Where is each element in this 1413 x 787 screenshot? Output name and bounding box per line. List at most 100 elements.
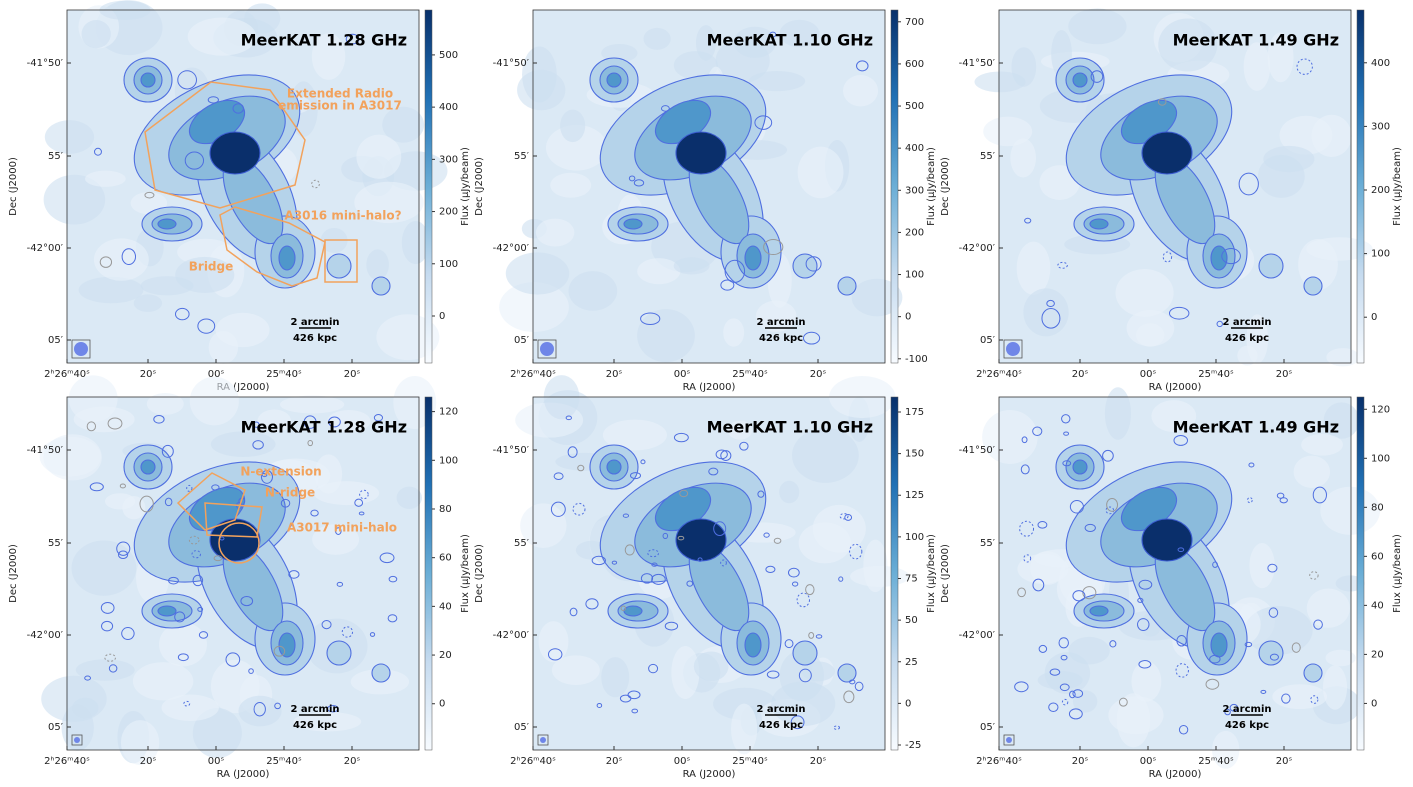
colorbar-label: Flux (μJy/beam) — [460, 147, 471, 226]
noise — [1322, 665, 1348, 710]
noise — [356, 134, 402, 179]
noise — [673, 257, 710, 275]
noise — [535, 218, 575, 247]
x-tick-label: 20ˢ — [606, 756, 623, 767]
noise — [601, 43, 638, 63]
contour — [677, 535, 685, 541]
contour — [1061, 414, 1071, 424]
emission — [675, 518, 727, 562]
colorbar-tick-label: 40 — [1371, 600, 1384, 611]
contour — [1118, 697, 1128, 707]
colorbar-tick-label: 0 — [1371, 312, 1377, 323]
noise — [85, 170, 126, 187]
emission — [792, 253, 818, 279]
emission — [1141, 518, 1193, 562]
scale-label: 2 arcmin — [756, 317, 805, 328]
contour — [1137, 618, 1150, 632]
colorbar-tick-label: 500 — [439, 50, 458, 61]
contour — [624, 544, 635, 556]
noise — [175, 256, 235, 294]
annotation: N-extension — [240, 465, 321, 479]
colorbar-tick-label: 200 — [905, 227, 924, 238]
contour — [640, 312, 661, 326]
contour — [117, 550, 129, 560]
contour — [1175, 663, 1189, 678]
annotation: A3017 mini-halo — [287, 521, 397, 535]
colorbar-tick-label: 700 — [905, 17, 924, 28]
contour — [1269, 653, 1279, 661]
noise — [1016, 241, 1051, 295]
contour — [686, 580, 694, 587]
colorbar-tick-label: 120 — [1371, 404, 1390, 415]
x-axis-label: RA (J2000) — [217, 769, 270, 780]
beam-box — [1003, 734, 1015, 746]
contour — [191, 550, 201, 559]
noise — [215, 312, 270, 348]
contour — [715, 449, 728, 460]
colorbar-tick-label: 0 — [905, 312, 911, 323]
contour — [754, 115, 773, 130]
noise — [643, 27, 671, 50]
panel: MeerKAT 1.10 GHz 2 arcmin 426 kpc -41°50′ 55… — [474, 9, 937, 393]
y-tick-label: 55′ — [514, 151, 530, 162]
contour — [144, 191, 155, 199]
noise — [1068, 636, 1110, 665]
contour — [854, 681, 864, 692]
noise — [779, 19, 820, 48]
contour — [1063, 431, 1070, 436]
contour — [1291, 642, 1301, 653]
contour — [186, 484, 193, 492]
contour — [631, 708, 639, 714]
contour — [798, 668, 812, 683]
contour — [1037, 520, 1048, 529]
emission — [1089, 605, 1109, 617]
annotation: Extended Radio — [287, 87, 393, 101]
contour — [261, 472, 268, 478]
contour — [1162, 251, 1173, 263]
contour — [274, 702, 281, 710]
contour — [1059, 683, 1070, 692]
x-tick-label: 2ʰ26ᵐ40ˢ — [976, 756, 1022, 767]
contour — [387, 614, 398, 623]
contour — [849, 679, 856, 685]
noise — [499, 282, 569, 333]
colorbar-tick-label: 300 — [1371, 121, 1390, 132]
x-tick-label: 25ᵐ40ˢ — [1198, 369, 1234, 380]
region — [324, 239, 358, 283]
contour — [1041, 307, 1061, 329]
contour — [336, 581, 344, 587]
region — [204, 502, 263, 538]
emission — [1210, 632, 1228, 658]
scale-label: 426 kpc — [293, 720, 337, 731]
contour — [763, 239, 784, 256]
noise — [327, 410, 371, 433]
contour — [629, 472, 641, 480]
x-tick-label: 2ʰ26ᵐ40ˢ — [976, 369, 1022, 380]
noise — [1323, 402, 1360, 439]
emission — [623, 218, 643, 230]
annotation: N-ridge — [265, 486, 315, 500]
noise — [1158, 18, 1218, 72]
y-tick-label: 05′ — [48, 722, 64, 733]
contour — [192, 574, 204, 587]
contour — [765, 565, 776, 574]
noise — [602, 419, 667, 451]
beam — [74, 737, 80, 743]
contour — [86, 421, 97, 432]
beam — [540, 737, 546, 743]
y-tick-label: -42°00′ — [27, 243, 64, 254]
y-tick-label: 55′ — [48, 151, 64, 162]
noise — [192, 708, 242, 759]
emission — [792, 640, 818, 666]
contour — [373, 414, 384, 422]
colorbar — [424, 9, 433, 364]
noise — [279, 395, 345, 414]
y-axis-label: Dec (J2000) — [8, 544, 19, 603]
contour — [577, 464, 585, 472]
contour — [651, 573, 666, 585]
contour — [1310, 695, 1319, 704]
y-tick-label: -42°00′ — [959, 630, 996, 641]
y-tick-label: -42°00′ — [493, 630, 530, 641]
x-tick-label: 00ˢ — [674, 756, 691, 767]
noise — [798, 522, 852, 564]
